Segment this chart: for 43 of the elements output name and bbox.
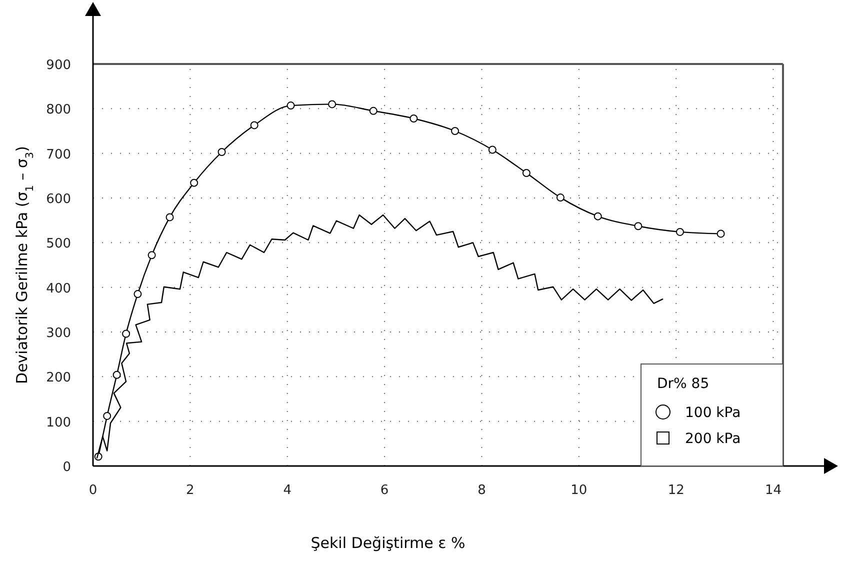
point — [286, 102, 295, 110]
point — [112, 370, 121, 379]
x-tick-label: 0 — [88, 483, 98, 498]
point — [522, 168, 530, 177]
point — [488, 146, 496, 154]
y-tick-label: 400 — [46, 281, 71, 296]
legend-label: 200 kPa — [685, 431, 741, 447]
y-tick-label: 200 — [46, 370, 71, 386]
point — [451, 127, 460, 135]
point — [716, 230, 725, 238]
legend-title: Dr% 85 — [657, 376, 710, 392]
x-axis-title: Şekil Değiştirme ε % — [310, 534, 466, 552]
y-tick-label: 800 — [46, 102, 71, 118]
x-tick-label: 10 — [570, 483, 588, 498]
point — [328, 100, 336, 108]
point — [676, 228, 684, 236]
point — [148, 251, 156, 260]
y-tick-label: 500 — [46, 236, 71, 252]
y-tick-label: 600 — [46, 192, 71, 207]
legend-label: 100 kPa — [685, 405, 741, 421]
x-tick-label: 6 — [380, 483, 389, 498]
point — [166, 213, 174, 222]
y-tick-label: 0 — [62, 460, 71, 475]
point — [103, 412, 112, 420]
point — [556, 194, 564, 202]
x-tick-label: 4 — [283, 483, 292, 498]
point — [122, 330, 130, 338]
x-tick-label: 2 — [186, 483, 194, 498]
y-tick-label: 300 — [46, 326, 71, 341]
x-tick-label: 14 — [765, 483, 782, 498]
y-tick-label: 700 — [46, 147, 71, 162]
point — [134, 290, 142, 298]
y-tick-label: 100 — [46, 415, 71, 430]
point — [369, 106, 378, 115]
x-tick-label: 8 — [478, 483, 486, 498]
point — [410, 114, 418, 122]
point — [634, 222, 642, 230]
point — [218, 148, 226, 156]
point — [190, 178, 198, 187]
x-tick-label: 12 — [668, 483, 684, 498]
point — [250, 121, 258, 130]
point — [594, 212, 602, 220]
y-tick-label: 900 — [46, 58, 71, 73]
